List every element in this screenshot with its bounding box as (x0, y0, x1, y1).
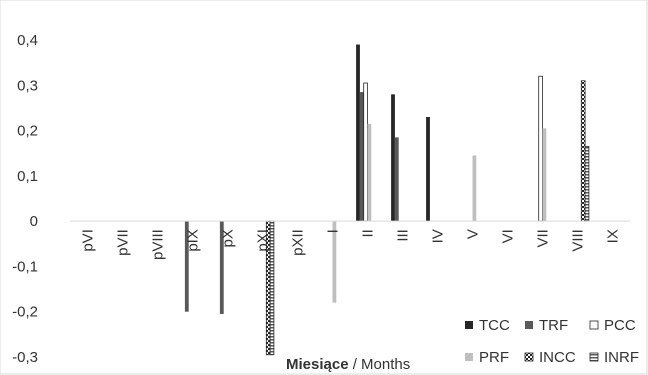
y-tick-label: -0,3 (12, 349, 38, 366)
bar-pcc-vii (538, 75, 543, 222)
bar-tcc-ii (356, 44, 360, 222)
legend-label-inrf: INRF (604, 349, 639, 366)
legend-swatch-prf (465, 353, 473, 361)
bar-trf-ii (359, 92, 364, 222)
legend-swatch-pcc (589, 320, 599, 330)
x-axis-title-rest: / Months (349, 356, 411, 373)
x-category-label: pX (220, 229, 237, 247)
y-tick-label: 0,3 (17, 77, 38, 94)
legend-label-trf: TRF (539, 317, 568, 334)
x-axis: pVI pVII pVIII pIX pX pXI pXII I II III IV V VI VII VI… (80, 229, 622, 260)
bar-tcc-iv (426, 116, 430, 222)
legend-swatch-inrf (589, 352, 599, 362)
bar-prf-i (332, 221, 337, 303)
bar-trf-px (219, 221, 224, 314)
x-category-label: pXI (255, 229, 272, 252)
y-tick-label: -0,1 (12, 258, 38, 275)
bar-incc-viii (580, 80, 586, 222)
x-axis-title-bold: Miesiące (286, 356, 349, 373)
bar-prf-ii (367, 123, 372, 222)
y-tick-label: 0,1 (17, 168, 38, 185)
y-tick-label: 0,2 (17, 123, 38, 140)
x-category-label: pXII (290, 229, 307, 256)
bar-prf-v (472, 155, 477, 222)
legend: TCC TRF PCC PRF INCC INRF (465, 317, 639, 366)
x-category-label: I (325, 229, 342, 233)
legend-swatch-tcc (465, 321, 473, 329)
legend-label-prf: PRF (479, 349, 509, 366)
legend-label-incc: INCC (539, 349, 576, 366)
x-category-label: pIX (185, 229, 202, 252)
legend-swatch-incc (524, 352, 534, 362)
y-tick-label: 0 (30, 213, 38, 230)
y-tick-label: 0,4 (17, 32, 38, 49)
bar-tcc-iii (391, 94, 395, 222)
bars (184, 44, 590, 356)
x-category-label: VII (535, 229, 552, 247)
y-tick-label: -0,2 (12, 304, 38, 321)
x-category-label: pVIII (150, 229, 167, 260)
legend-swatch-trf (525, 321, 533, 329)
bar-trf-pix (184, 221, 189, 312)
legend-label-tcc: TCC (479, 317, 510, 334)
x-category-label: III (395, 229, 412, 242)
x-category-label: IX (605, 229, 622, 243)
y-axis: 0,4 0,3 0,2 0,1 0 -0,1 -0,2 -0,3 (12, 32, 38, 366)
bar-trf-iii (394, 137, 399, 222)
x-category-label: pVI (80, 229, 97, 252)
legend-label-pcc: PCC (604, 317, 636, 334)
x-category-label: VI (500, 229, 517, 243)
bar-prf-vii (542, 128, 547, 222)
x-axis-title: Miesiące / Months (286, 356, 410, 373)
x-category-label: VIII (570, 229, 587, 252)
x-category-label: IV (430, 229, 447, 243)
bar-pcc-ii (363, 82, 368, 222)
bar-inrf-viii (584, 146, 590, 222)
x-category-label: V (465, 229, 482, 239)
x-category-label: pVII (115, 229, 132, 256)
x-category-label: II (360, 229, 377, 237)
